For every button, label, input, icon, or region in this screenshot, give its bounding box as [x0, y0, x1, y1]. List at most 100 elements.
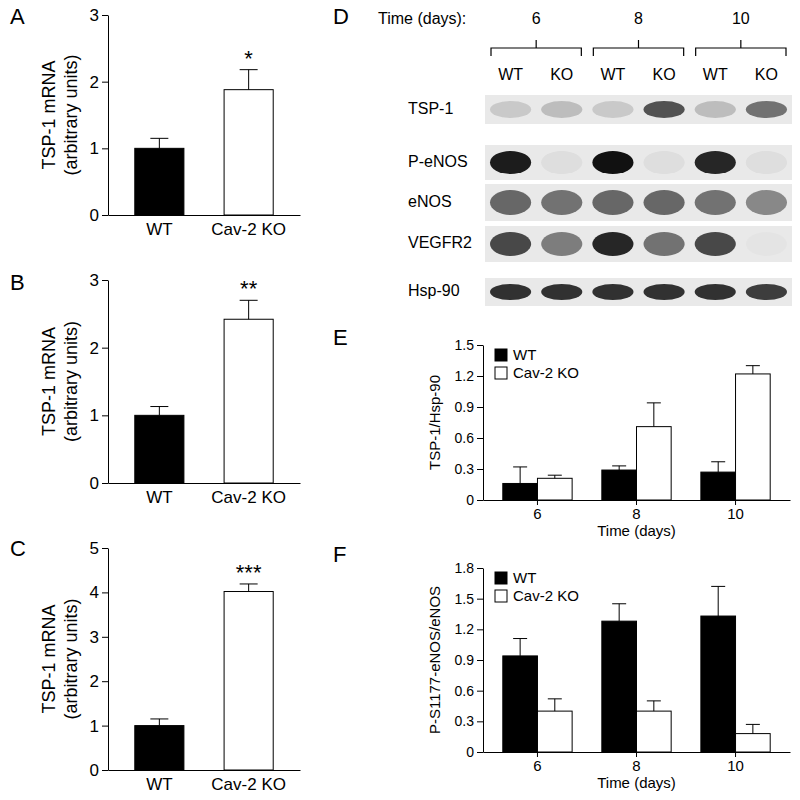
- lane-label: WT: [703, 66, 728, 83]
- bar: [135, 148, 184, 215]
- error-bar: [240, 300, 258, 319]
- y-tick: 0.3: [455, 713, 483, 729]
- band: [490, 101, 531, 118]
- x-tick-label: WT: [146, 488, 172, 507]
- plot-marks: [135, 70, 273, 215]
- y-tick-mark: [477, 691, 483, 692]
- bar: [602, 621, 637, 752]
- legend-swatch: [495, 572, 507, 584]
- y-axis-line: [483, 346, 484, 501]
- y-tick-mark: [102, 637, 108, 638]
- lane-label: KO: [550, 66, 573, 83]
- y-tick: 1.5: [455, 591, 483, 607]
- y-tick-label: 0: [90, 761, 99, 780]
- y-tick: 2: [90, 73, 108, 92]
- panel-letter: C: [10, 536, 26, 561]
- y-tick: 2: [90, 672, 108, 691]
- time-value: 6: [532, 10, 541, 27]
- band: [592, 101, 633, 118]
- blot-strip: [485, 184, 792, 221]
- error-bar: [150, 407, 168, 416]
- y-tick: 3: [90, 271, 108, 290]
- significance: ***: [236, 560, 262, 585]
- y-tick-mark: [102, 770, 108, 771]
- bar: [637, 711, 672, 752]
- time-bracket: [491, 40, 581, 56]
- band: [592, 232, 633, 256]
- y-axis: 0123: [90, 6, 109, 225]
- error-bar: [150, 138, 168, 148]
- legend-item: Cav-2 KO: [495, 587, 579, 604]
- legend-label: Cav-2 KO: [513, 587, 579, 604]
- y-tick-label: 3: [90, 6, 99, 25]
- y-axis: 00.30.60.91.21.5: [455, 337, 484, 508]
- y-axis-line: [108, 281, 109, 484]
- y-tick-mark: [102, 148, 108, 149]
- y-axis-line: [108, 16, 109, 216]
- x-axis: 6810: [484, 752, 791, 774]
- panel-letter: D: [333, 4, 349, 29]
- y-tick-label: 1: [90, 406, 99, 425]
- y-axis-line: [108, 549, 109, 771]
- time-value: 8: [634, 10, 643, 27]
- x-axis-title: Time (days): [597, 522, 676, 539]
- plot-marks: [135, 584, 273, 770]
- bar: [503, 656, 538, 752]
- band: [592, 151, 633, 174]
- x-tick: WT: [146, 770, 172, 794]
- band: [695, 232, 736, 256]
- band: [695, 101, 736, 118]
- y-tick: 3: [90, 6, 108, 25]
- time-label: Time (days):: [378, 10, 466, 27]
- x-tick-label: WT: [146, 220, 172, 239]
- bar: [736, 734, 771, 752]
- x-tick-label: Cav-2 KO: [211, 488, 286, 507]
- x-axis-line: [109, 483, 301, 484]
- x-tick-label: Cav-2 KO: [211, 775, 286, 794]
- band: [541, 101, 582, 118]
- y-tick-mark: [477, 660, 483, 661]
- y-tick: 1.2: [455, 368, 483, 384]
- y-tick-label: 0.6: [455, 430, 475, 446]
- x-tick-label: 8: [632, 757, 640, 774]
- x-tick: WT: [146, 483, 172, 507]
- bar: [135, 726, 184, 770]
- blot-strip: [485, 145, 792, 180]
- y-tick-mark: [102, 483, 108, 484]
- panel-1: B**0123WTCav-2 KOTSP-1 mRNA(arbitrary un…: [10, 270, 301, 507]
- row-label: P-eNOS: [408, 153, 468, 170]
- y-tick-mark: [477, 407, 483, 408]
- bar: [224, 319, 273, 483]
- y-axis-title: TSP-1 mRNA: [39, 604, 59, 713]
- band: [746, 190, 787, 215]
- legend-label: Cav-2 KO: [513, 364, 579, 381]
- y-tick-label: 0.3: [455, 461, 475, 477]
- y-tick: 0.9: [455, 652, 483, 668]
- x-tick: 6: [533, 500, 541, 522]
- panel-letter: A: [10, 4, 25, 29]
- y-axis-title: (arbitrary units): [61, 598, 81, 719]
- error-bar: [513, 467, 527, 484]
- x-tick: 10: [727, 500, 744, 522]
- legend: WTCav-2 KO: [495, 346, 579, 381]
- x-axis: WT Cav-2 KO: [109, 770, 301, 794]
- band: [490, 190, 531, 215]
- y-tick: 4: [90, 583, 108, 602]
- panel-4: F00.30.60.91.21.51.86810P-S1177-eNOS/eNO…: [333, 542, 791, 791]
- x-tick: Cav-2 KO: [211, 770, 286, 794]
- band: [644, 232, 685, 256]
- legend: WTCav-2 KO: [495, 569, 579, 604]
- band: [746, 151, 787, 174]
- band: [541, 284, 582, 300]
- band: [490, 151, 531, 174]
- y-tick-label: 1.5: [455, 591, 475, 607]
- x-tick: 8: [632, 752, 640, 774]
- band: [746, 101, 787, 118]
- bar: [537, 478, 572, 500]
- band: [541, 190, 582, 215]
- y-tick-label: 0.9: [455, 399, 475, 415]
- legend-label: WT: [513, 346, 536, 363]
- significance: **: [240, 276, 258, 301]
- y-tick-mark: [102, 215, 108, 216]
- y-tick-label: 5: [90, 539, 99, 558]
